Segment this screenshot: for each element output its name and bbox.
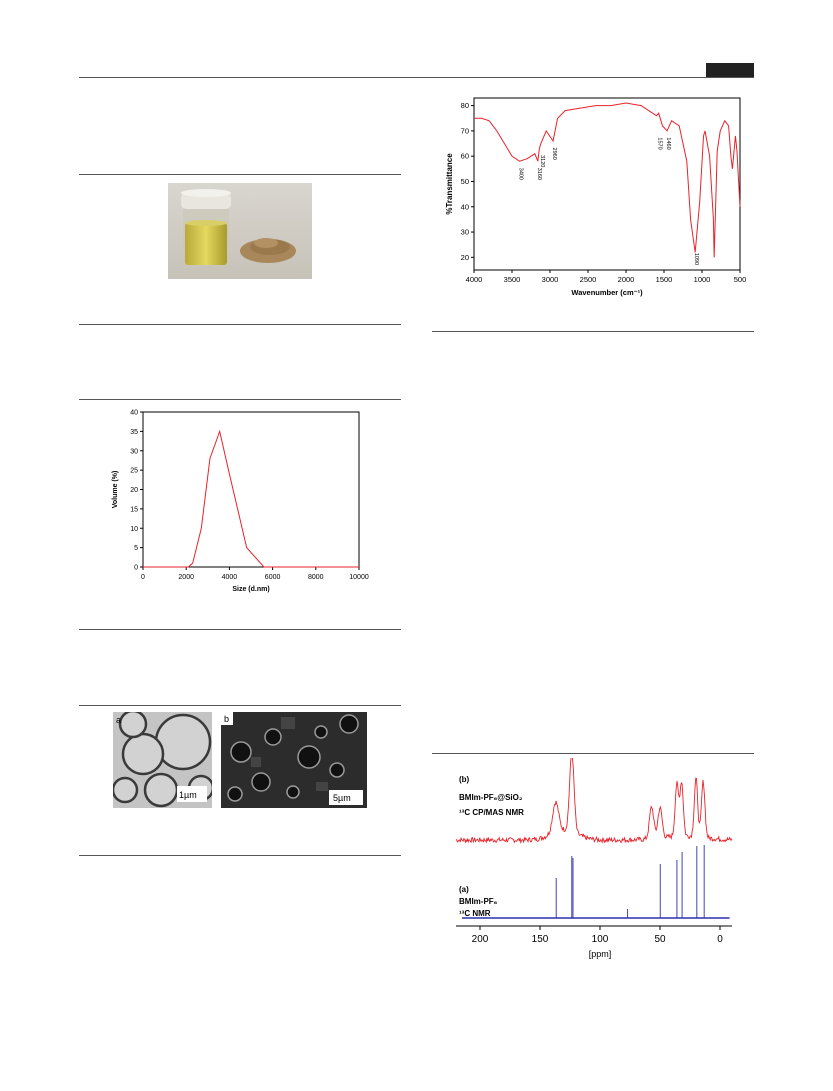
y-tick-label: 40	[461, 202, 469, 211]
x-tick-label: 3500	[504, 275, 521, 284]
y-tick-label: 10	[130, 526, 138, 533]
series-b-label: BMIm-PF₆@SiO₂	[459, 793, 523, 802]
x-axis-label: Size (d.nm)	[232, 586, 269, 593]
figure1-bottom-rule	[79, 324, 401, 325]
x-axis-label: [ppm]	[589, 949, 612, 959]
y-tick-label: 20	[130, 487, 138, 494]
tem-image: a 1µm	[113, 712, 212, 808]
x-tick-label: 0	[141, 574, 145, 581]
y-axis-label: Volume (%)	[112, 471, 119, 509]
figure2-bottom-rule	[79, 629, 401, 630]
beads-icon	[240, 238, 296, 263]
peak-annotation: 1570	[657, 137, 663, 149]
x-tick-label: 2000	[178, 574, 194, 581]
panel-b-label: b	[224, 714, 229, 724]
x-tick-label: 0	[717, 934, 723, 945]
peak-annotation: 2960	[551, 148, 557, 160]
y-tick-label: 35	[130, 429, 138, 436]
y-tick-label: 5	[134, 545, 138, 552]
page-number-badge	[706, 63, 754, 77]
y-tick-label: 0	[134, 565, 138, 572]
plot-frame	[142, 411, 360, 568]
y-tick-label: 40	[130, 410, 138, 417]
peak-annotation: 1460	[665, 137, 671, 149]
peak-annotation: 3120	[539, 155, 545, 167]
y-tick-label: 70	[461, 126, 469, 135]
size-distribution-chart: 0 2000 4000 6000 8000 10000 0 5 10 15 20 25 30 35 40 Si…	[112, 410, 369, 594]
y-tick-label: 30	[130, 448, 138, 455]
panel-a-scalebar-label: 1µm	[179, 790, 197, 800]
y-tick-label: 15	[130, 506, 138, 513]
x-tick-label: 150	[532, 934, 549, 945]
x-tick-label: 500	[734, 275, 747, 284]
size-distribution-line	[143, 429, 359, 568]
series-a-tag: (a)	[459, 885, 469, 894]
y-axis-label: %Transmittance	[445, 153, 454, 215]
x-tick-label: 3000	[542, 275, 559, 284]
sem-image: b 5µm	[221, 712, 367, 808]
y-tick-label: 60	[461, 152, 469, 161]
peak-annotation: 3160	[536, 168, 542, 180]
nmr-series-b-line	[455, 758, 733, 845]
figure-nmr-top-rule	[432, 753, 754, 754]
series-b-method: ¹³C CP/MAS NMR	[459, 808, 524, 817]
vial-icon	[181, 189, 231, 267]
figure-ir-bottom-rule	[432, 331, 754, 332]
sample-photo	[168, 183, 312, 279]
y-tick-label: 25	[130, 468, 138, 475]
y-tick-label: 50	[461, 177, 469, 186]
series-a-label: BMIm-PF₆	[459, 897, 498, 906]
header-rule	[79, 77, 754, 78]
x-axis-label: Wavenumber (cm⁻¹)	[571, 288, 643, 297]
x-tick-label: 10000	[349, 574, 369, 581]
figure3-bottom-rule	[79, 855, 401, 856]
x-tick-label: 1000	[694, 275, 711, 284]
peak-annotation: 1090	[693, 253, 699, 265]
x-tick-label: 8000	[308, 574, 324, 581]
figure2-top-rule	[79, 399, 401, 400]
y-tick-label: 30	[461, 228, 469, 237]
nmr-spectra-chart: 200 150 100 50 0 [ppm] (b) BMIm-PF₆@SiO₂ ¹³C CP/…	[455, 758, 733, 959]
plot-frame	[473, 97, 741, 271]
x-tick-label: 1500	[656, 275, 673, 284]
x-tick-label: 4000	[222, 574, 238, 581]
x-tick-label: 200	[472, 934, 489, 945]
x-tick-label: 4000	[466, 275, 483, 284]
x-tick-label: 2000	[618, 275, 635, 284]
x-tick-label: 50	[654, 934, 666, 945]
x-tick-label: 6000	[265, 574, 281, 581]
series-a-method: ¹³C NMR	[459, 909, 491, 918]
ftir-line	[474, 102, 741, 258]
peak-annotation: 3400	[518, 168, 524, 180]
x-tick-label: 2500	[580, 275, 597, 284]
x-tick-label: 100	[592, 934, 609, 945]
figure3-top-rule	[79, 705, 401, 706]
y-tick-label: 20	[461, 253, 469, 262]
ftir-spectrum-chart: 4000 3500 3000 2500 2000 1500 1000 500 20 30 40 50 6…	[445, 97, 747, 297]
figure1-top-rule	[79, 174, 401, 175]
panel-a-label: a	[116, 715, 121, 725]
y-tick-label: 80	[461, 101, 469, 110]
series-b-tag: (b)	[459, 775, 470, 784]
panel-b-scalebar-label: 5µm	[333, 793, 351, 803]
